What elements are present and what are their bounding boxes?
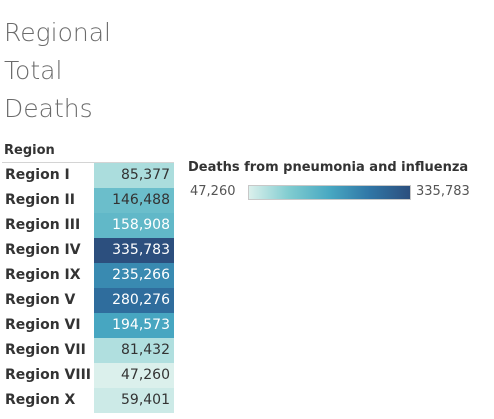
heatmap-cell[interactable]: 85,377 — [94, 163, 174, 188]
table-row[interactable]: Region X 59,401 — [2, 388, 174, 413]
title-line-1: Regional — [4, 18, 111, 47]
heatmap-cell[interactable]: 47,260 — [94, 363, 174, 388]
heatmap-cell[interactable]: 81,432 — [94, 338, 174, 363]
table-row[interactable]: Region VIII 47,260 — [2, 363, 174, 388]
heatmap-cell[interactable]: 235,266 — [94, 263, 174, 288]
table-row[interactable]: Region IV 335,783 — [2, 238, 174, 263]
region-label: Region X — [5, 392, 76, 408]
legend-min-label: 47,260 — [190, 184, 236, 199]
table-row[interactable]: Region VII 81,432 — [2, 338, 174, 363]
table-row[interactable]: Region I 85,377 — [2, 163, 174, 188]
heatmap-cell[interactable]: 146,488 — [94, 188, 174, 213]
table-row[interactable]: Region IX 235,266 — [2, 263, 174, 288]
heatmap-table: Region I 85,377 Region II 146,488 Region III… — [2, 162, 174, 413]
region-label: Region IX — [5, 267, 81, 283]
table-row[interactable]: Region VI 194,573 — [2, 313, 174, 338]
heatmap-cell[interactable]: 194,573 — [94, 313, 174, 338]
chart-title: Regional Total Deaths — [4, 14, 111, 128]
region-column-header: Region — [4, 143, 55, 158]
heatmap-cell[interactable]: 59,401 — [94, 388, 174, 413]
region-label: Region V — [5, 292, 76, 308]
region-label: Region III — [5, 217, 81, 233]
region-label: Region VI — [5, 317, 81, 333]
region-label: Region IV — [5, 242, 81, 258]
region-label: Region VIII — [5, 367, 92, 383]
region-label: Region I — [5, 167, 70, 183]
legend-color-ramp[interactable] — [248, 185, 411, 200]
title-line-3: Deaths — [4, 94, 93, 123]
heatmap-cell[interactable]: 158,908 — [94, 213, 174, 238]
title-line-2: Total — [4, 56, 63, 85]
legend-title: Deaths from pneumonia and influenza — [188, 160, 469, 175]
table-row[interactable]: Region V 280,276 — [2, 288, 174, 313]
table-row[interactable]: Region II 146,488 — [2, 188, 174, 213]
table-row[interactable]: Region III 158,908 — [2, 213, 174, 238]
heatmap-cell[interactable]: 280,276 — [94, 288, 174, 313]
legend-max-label: 335,783 — [416, 184, 470, 199]
region-label: Region II — [5, 192, 75, 208]
region-label: Region VII — [5, 342, 86, 358]
heatmap-cell[interactable]: 335,783 — [94, 238, 174, 263]
